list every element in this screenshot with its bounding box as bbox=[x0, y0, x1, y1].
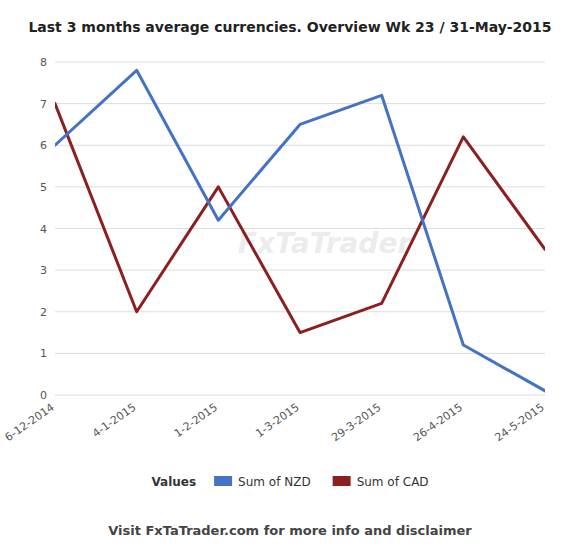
y-tick-label: 1 bbox=[40, 347, 47, 360]
legend-title: Values bbox=[151, 475, 196, 489]
grid-line bbox=[55, 186, 545, 187]
y-tick-label: 4 bbox=[40, 223, 47, 236]
chart-container: Last 3 months average currencies. Overvi… bbox=[0, 0, 580, 560]
y-tick-label: 0 bbox=[40, 389, 47, 402]
y-tick-label: 7 bbox=[40, 98, 47, 111]
x-tick-label: 26-4-2015 bbox=[411, 401, 465, 444]
x-tick-label: 1-2-2015 bbox=[172, 401, 220, 440]
grid-line bbox=[55, 103, 545, 104]
grid-line bbox=[55, 311, 545, 312]
legend: Values Sum of NZD Sum of CAD bbox=[151, 475, 428, 489]
grid-line bbox=[55, 62, 545, 63]
legend-swatch bbox=[333, 476, 351, 486]
y-tick-label: 3 bbox=[40, 264, 47, 277]
y-tick-label: 2 bbox=[40, 306, 47, 319]
title: Last 3 months average currencies. Overvi… bbox=[28, 19, 551, 35]
x-tick-label: 1-3-2015 bbox=[253, 401, 301, 440]
series-line bbox=[55, 104, 545, 333]
subtitle: Visit FxTaTrader.com for more info and d… bbox=[108, 523, 472, 538]
grid-line bbox=[55, 395, 545, 396]
chart: Last 3 months average currencies. Overvi… bbox=[0, 0, 580, 560]
x-tick-label: 4-1-2015 bbox=[90, 401, 138, 440]
grid-line bbox=[55, 145, 545, 146]
watermark: FxTaTrader bbox=[238, 227, 414, 260]
grid-line bbox=[55, 353, 545, 354]
x-tick-label: 6-12-2014 bbox=[3, 401, 57, 444]
y-tick-label: 5 bbox=[40, 181, 47, 194]
y-tick-label: 8 bbox=[40, 56, 47, 69]
legend-swatch bbox=[214, 476, 232, 486]
y-tick-label: 6 bbox=[40, 139, 47, 152]
grid-line bbox=[55, 270, 545, 271]
legend-label: Sum of CAD bbox=[357, 475, 429, 489]
x-tick-label: 24-5-2015 bbox=[493, 401, 547, 444]
series-line bbox=[55, 70, 545, 391]
x-tick-label: 29-3-2015 bbox=[329, 401, 383, 444]
grid bbox=[55, 62, 545, 395]
series-group bbox=[55, 70, 545, 391]
legend-label: Sum of NZD bbox=[238, 475, 311, 489]
